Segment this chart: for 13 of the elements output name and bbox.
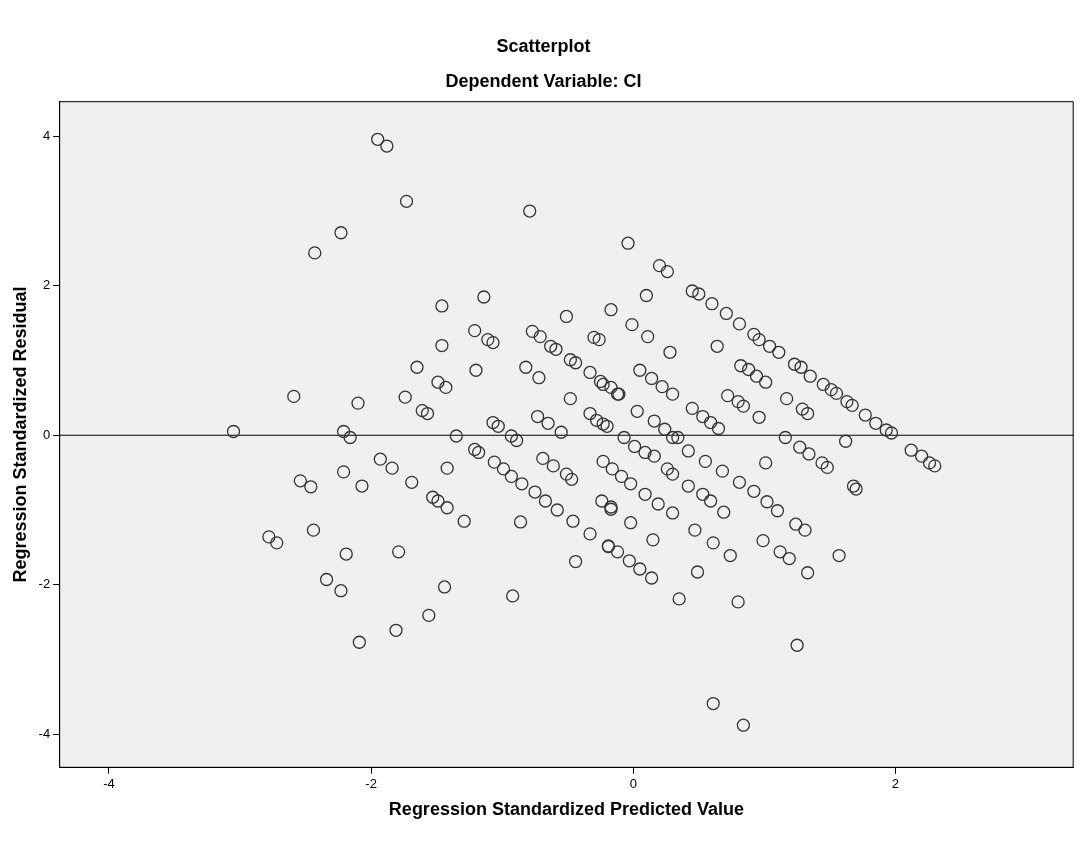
y-tick-label: -4 xyxy=(38,725,51,741)
y-tick-label: 0 xyxy=(42,426,51,442)
y-tick-label: 2 xyxy=(42,277,51,293)
y-tick-label: 4 xyxy=(42,127,51,143)
x-axis-title: Regression Standardized Predicted Value xyxy=(388,799,744,820)
chart-title: Scatterplot xyxy=(496,35,591,56)
x-tick-label: -2 xyxy=(365,776,377,792)
x-tick-label: 0 xyxy=(629,776,637,792)
chart-subtitle: Dependent Variable: CI xyxy=(445,71,642,92)
y-tick-label: -2 xyxy=(38,576,51,592)
x-tick-label: -4 xyxy=(103,776,115,792)
y-axis-title: Regression Standardized Residual xyxy=(9,286,30,583)
x-tick-label: 2 xyxy=(891,776,900,792)
